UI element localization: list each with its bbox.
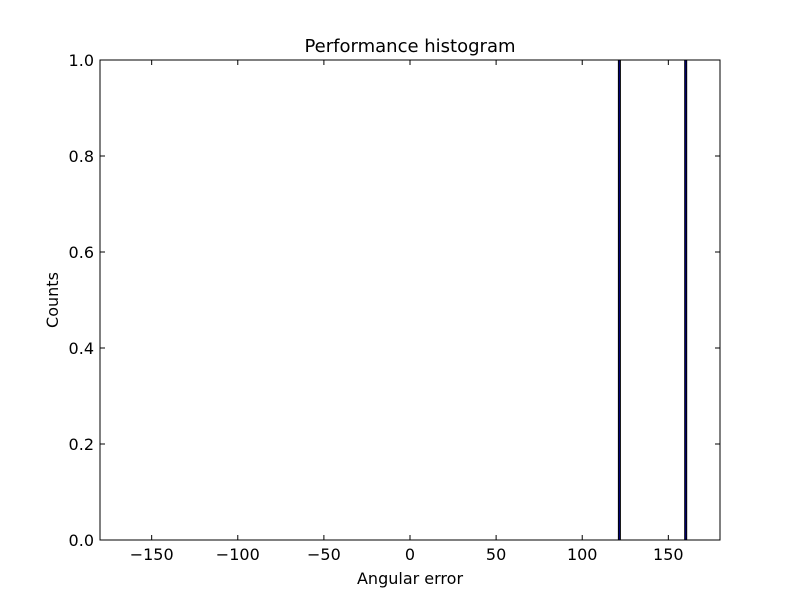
x-tick-label: 100	[567, 545, 598, 564]
x-tick-label: −150	[130, 545, 174, 564]
y-tick-label: 0.4	[69, 339, 94, 358]
y-axis-label: Counts	[43, 272, 62, 328]
y-tick-label: 0.0	[69, 531, 94, 550]
x-tick-label: 150	[653, 545, 684, 564]
histogram-bar-1	[684, 59, 688, 541]
bars-group	[617, 59, 688, 541]
y-tick-label: 0.6	[69, 243, 94, 262]
chart-title: Performance histogram	[304, 36, 515, 57]
x-axis-label: Angular error	[357, 569, 463, 588]
histogram-bar-0	[617, 59, 621, 541]
y-tick-label: 1.0	[69, 51, 94, 70]
x-axis-ticks: −150 −100 −50 0 50 100 150	[130, 60, 684, 564]
x-tick-label: 50	[486, 545, 506, 564]
y-tick-label: 0.8	[69, 147, 94, 166]
x-tick-label: −50	[307, 545, 341, 564]
y-tick-label: 0.2	[69, 435, 94, 454]
y-axis-ticks: 0.0 0.2 0.4 0.6 0.8 1.0	[69, 51, 720, 550]
x-tick-label: −100	[216, 545, 260, 564]
x-tick-label: 0	[405, 545, 415, 564]
plot-frame	[99, 59, 721, 541]
